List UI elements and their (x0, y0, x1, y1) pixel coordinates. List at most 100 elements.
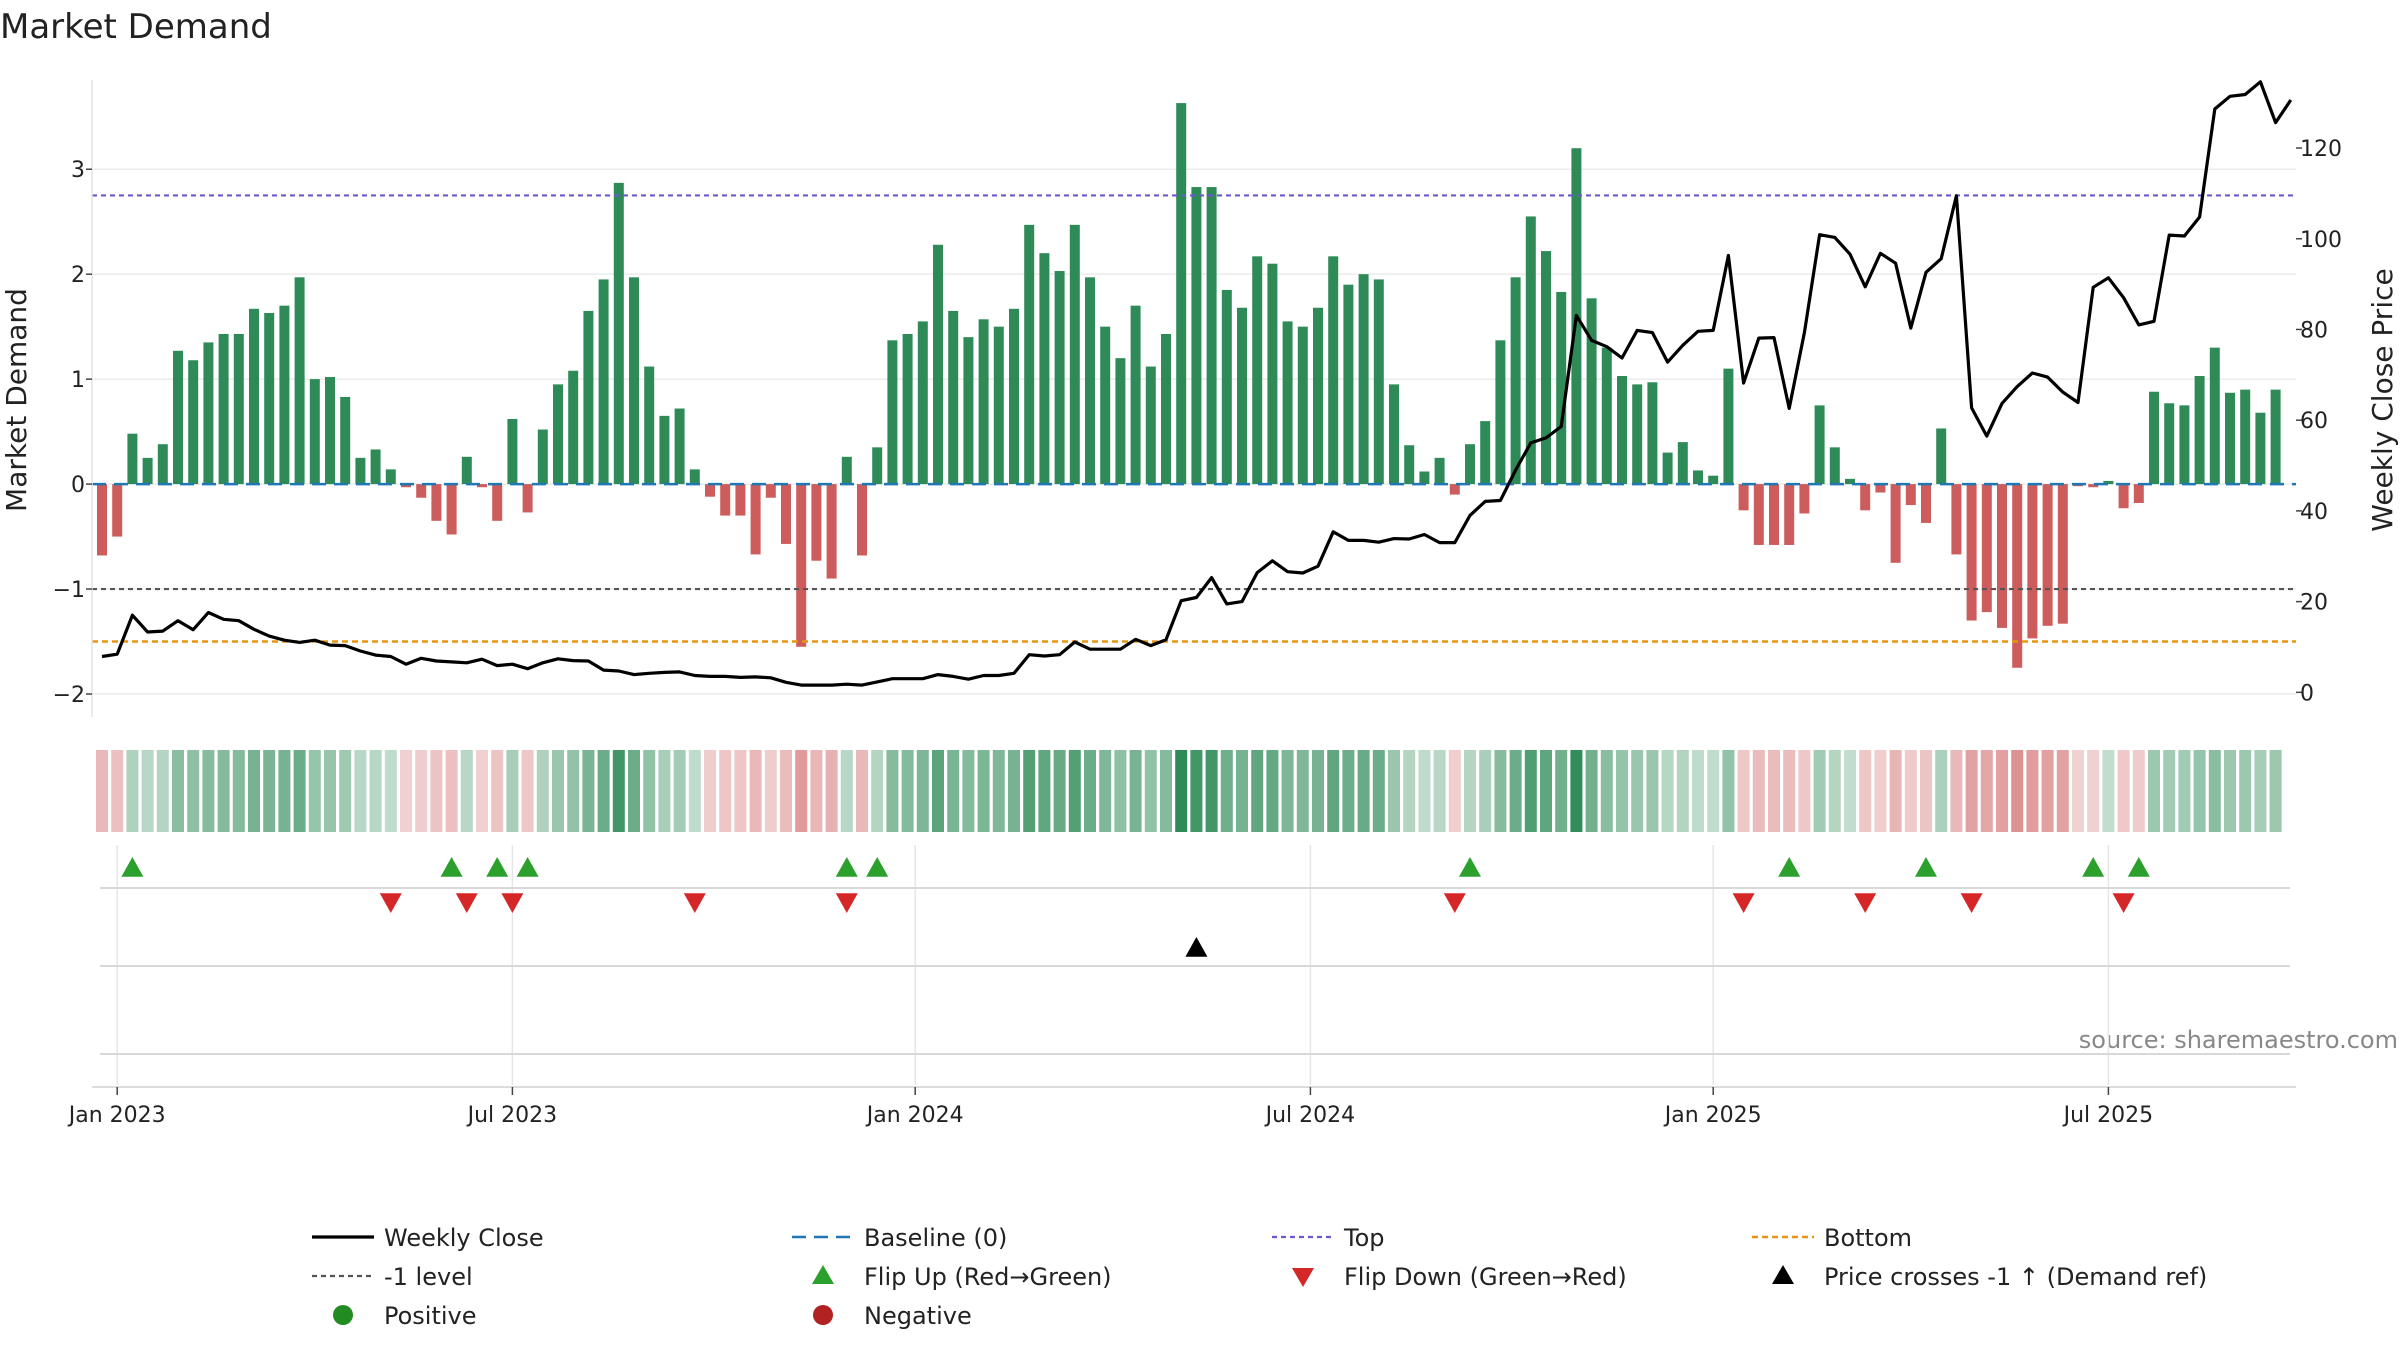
heat-strip-cell (1403, 750, 1416, 832)
heat-strip-cell (1965, 750, 1978, 832)
heat-strip-cell (764, 750, 777, 832)
heat-strip-cell (126, 750, 139, 832)
demand-bar (1586, 298, 1597, 485)
heat-strip-cell (369, 750, 382, 832)
flip-up-marker (835, 857, 858, 877)
demand-bar (613, 182, 624, 485)
weekly-close-line (101, 80, 2293, 687)
demand-bar (1176, 103, 1187, 485)
heat-strip-cell (901, 750, 914, 832)
y-tick-label: 0 (71, 473, 85, 498)
heat-strip-cell (2178, 750, 2191, 832)
demand-bar (142, 457, 153, 485)
demand-bar (1632, 384, 1643, 485)
heat-strip-cell (1312, 750, 1324, 832)
y-tick-label: 3 (71, 158, 85, 183)
heat-strip-cell (278, 750, 291, 832)
demand-bar (1313, 307, 1323, 485)
x-tick-label: Jan 2024 (865, 1103, 964, 1128)
heat-strip-cell (1418, 750, 1431, 832)
heat-strip-cell (1950, 750, 1963, 832)
heat-strip-cell (2026, 750, 2039, 832)
demand-bar (1191, 187, 1202, 485)
heat-strip-cell (1935, 750, 1948, 832)
y-axis-label: Market Demand (0, 288, 33, 512)
flip-down-marker (379, 893, 402, 913)
demand-bar (1237, 307, 1247, 485)
heat-strip-cell (111, 750, 124, 832)
heat-strip-cell (460, 750, 473, 832)
legend-swatch-triangle-down (1292, 1268, 1314, 1287)
y-tick-label: 1 (71, 368, 85, 393)
heat-strip-cell (1737, 750, 1750, 832)
demand-bar (1997, 484, 2007, 628)
demand-bar (659, 415, 670, 485)
heat-strip-cell (1175, 750, 1188, 832)
y2-tick-label: 40 (2300, 500, 2328, 525)
flip-up-marker (1778, 857, 1801, 877)
heat-strip-cell (719, 750, 732, 832)
demand-bar (233, 334, 244, 485)
demand-bar (1449, 484, 1460, 495)
y2-tick-label: 20 (2300, 591, 2328, 616)
demand-bar (2133, 484, 2144, 503)
heat-strip-cell (2087, 750, 2100, 832)
demand-bar (1282, 321, 1293, 485)
heat-strip-cell (1752, 750, 1765, 832)
demand-bar (826, 484, 837, 579)
demand-bar (1039, 253, 1050, 485)
demand-bar (1677, 442, 1688, 485)
demand-bar (1769, 484, 1779, 545)
demand-bar (1647, 382, 1658, 485)
heat-strip-cell (2056, 750, 2069, 832)
demand-bar (1085, 277, 1095, 485)
demand-bar (1389, 384, 1399, 485)
demand-bar (1951, 484, 1962, 555)
demand-bar (2270, 389, 2281, 485)
demand-bar (811, 484, 822, 561)
heat-strip-cell (1692, 750, 1704, 832)
demand-bar (1662, 452, 1673, 485)
flip-down-marker (1960, 893, 1983, 913)
heat-strip-cell (217, 750, 230, 832)
heat-strip-cell (445, 750, 458, 832)
source-note: source: sharemaestro.com (2079, 1026, 2398, 1054)
demand-bar (644, 366, 655, 485)
flip-up-marker (1915, 857, 1937, 877)
heat-strip-cell (871, 750, 884, 832)
heat-strip-cell (1646, 750, 1659, 832)
heat-strip-cell (1008, 750, 1020, 832)
heat-strip-cell (1631, 750, 1644, 832)
heat-strip-cell (2208, 750, 2221, 832)
heat-strip-cell (1859, 750, 1872, 832)
demand-bar (1693, 470, 1703, 485)
demand-bar (1890, 484, 1901, 563)
heat-strip-cell (628, 750, 640, 832)
heat-strip-cell (643, 750, 656, 832)
demand-bar (978, 319, 989, 485)
demand-bar (553, 384, 563, 485)
heat-strip-cell (293, 750, 306, 832)
legend-label: Top (1343, 1224, 1385, 1252)
heat-strip-cell (1038, 750, 1051, 832)
demand-bar (796, 484, 807, 647)
flip-up-marker (1459, 857, 1481, 877)
x-tick-label: Jul 2025 (2062, 1103, 2154, 1128)
demand-bar (1738, 484, 1749, 511)
heat-strip-cell (430, 750, 443, 832)
axes: −2 −1 0 1 2 3 0 20 40 60 80 100 120 Jan 2023 Jul 2023 J… (53, 80, 2342, 1128)
y-tick-label: 2 (71, 263, 85, 288)
demand-bar (720, 484, 731, 516)
flip-down-marker (683, 893, 706, 913)
heat-strip-cell (1616, 750, 1628, 832)
heat-strip-cell (1570, 750, 1583, 832)
heat-strip-cell (1053, 750, 1066, 832)
heat-strip-cell (840, 750, 853, 832)
demand-bar (1875, 484, 1886, 493)
x-tick-label: Jul 2023 (466, 1103, 558, 1128)
heat-strip-cell (1251, 750, 1264, 832)
heat-strip-cell (1205, 750, 1218, 832)
demand-bar (1860, 484, 1871, 511)
heat-strip-cell (977, 750, 990, 832)
demand-bar (1419, 471, 1430, 485)
